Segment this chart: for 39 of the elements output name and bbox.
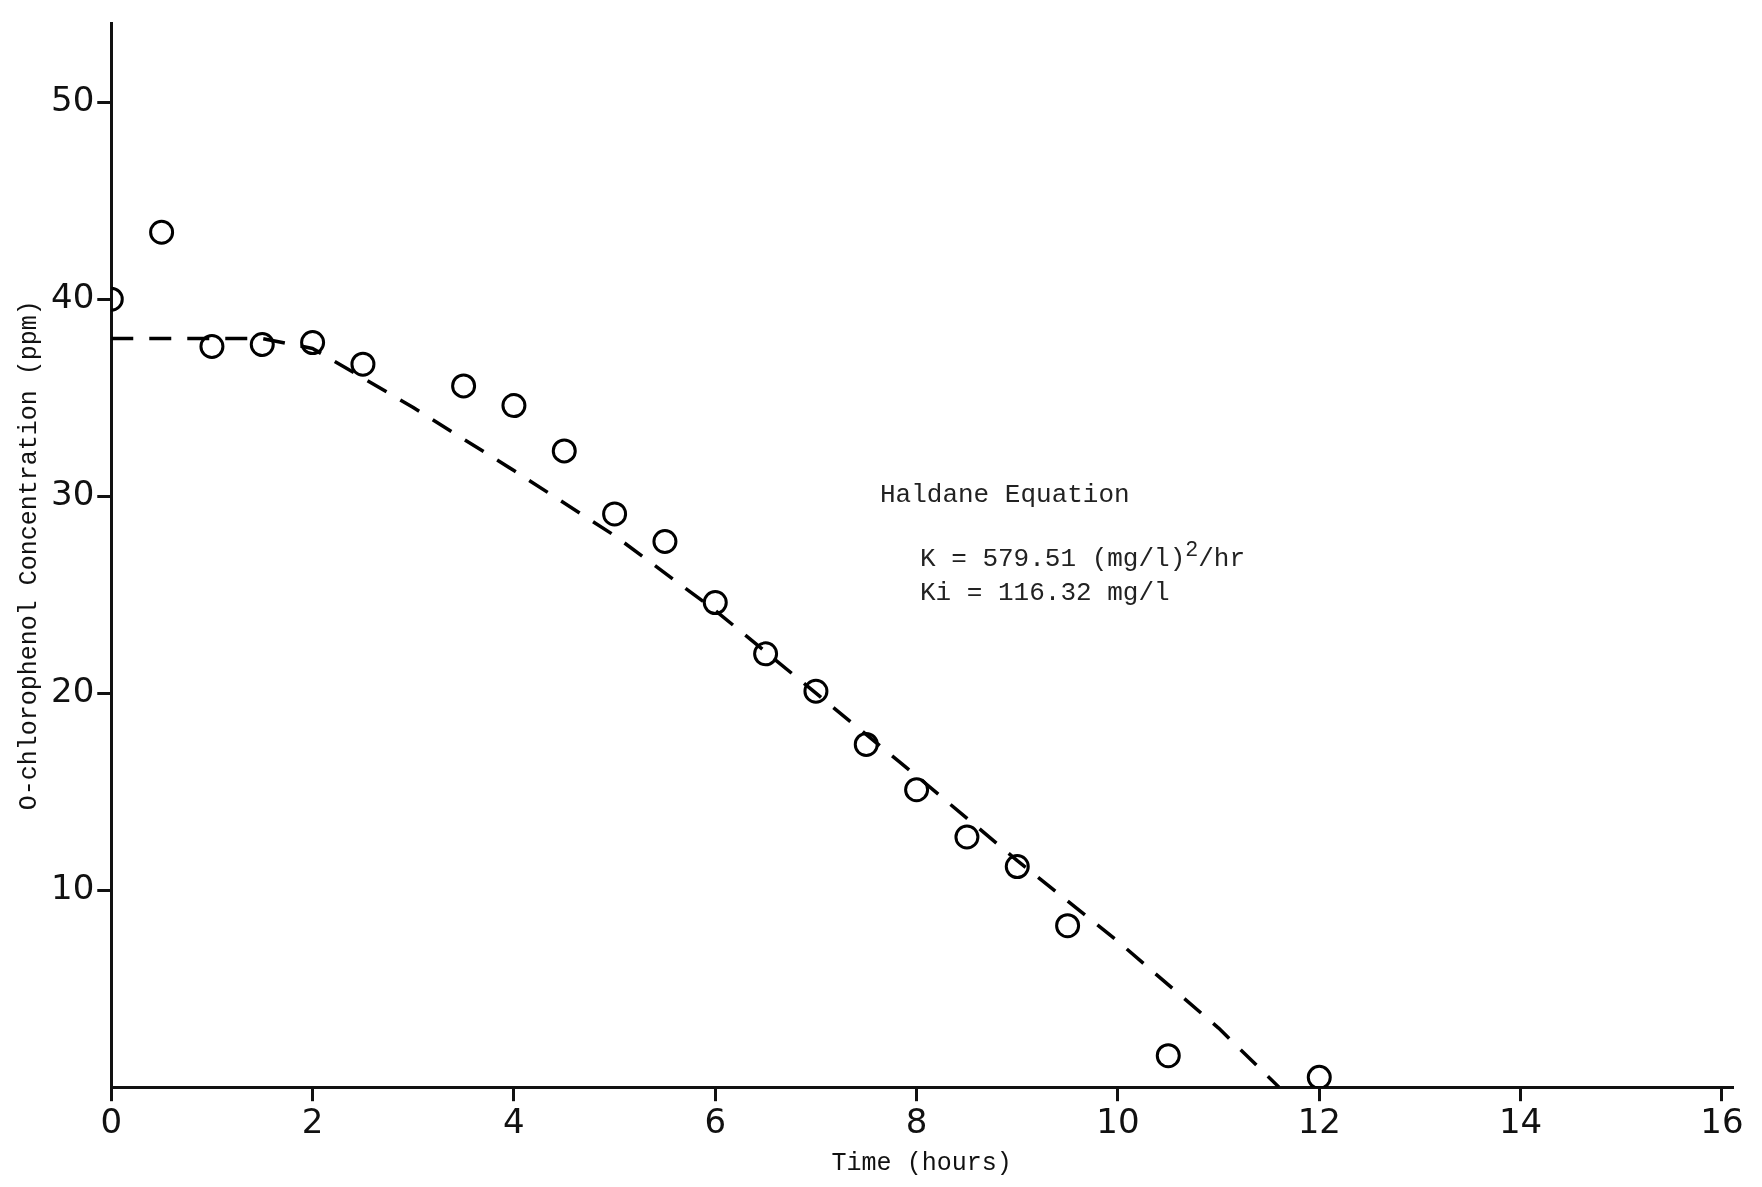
point <box>451 373 477 399</box>
x-tick-label: 4 <box>503 1101 525 1142</box>
x-tick-label: 10 <box>1096 1101 1140 1142</box>
point <box>954 824 980 850</box>
y-tick-label: 50 <box>51 79 95 120</box>
point <box>501 393 527 419</box>
point <box>199 333 225 359</box>
point <box>1155 1043 1181 1069</box>
y-tick-label: 20 <box>51 670 95 711</box>
point <box>702 590 728 616</box>
y-tick-label: 30 <box>51 473 95 514</box>
point <box>753 641 779 667</box>
point <box>652 529 678 555</box>
point <box>853 731 879 757</box>
x-tick-label: 14 <box>1498 1101 1543 1142</box>
point <box>149 219 175 245</box>
x-axis-title: Time (hours) <box>831 1148 1012 1178</box>
y-axis-title: O-chlorophenol Concentration (ppm) <box>14 300 44 811</box>
x-tick-label: 16 <box>1700 1101 1744 1142</box>
y-tick-label: 40 <box>51 276 95 317</box>
y-tick-label: 10 <box>51 867 95 908</box>
x-tick-label: 12 <box>1297 1101 1341 1142</box>
x-tick-label: 0 <box>100 1101 123 1142</box>
x-tick-label: 2 <box>301 1101 324 1142</box>
point <box>1004 854 1030 880</box>
annotation: Ki = 116.32 mg/l <box>919 576 1171 610</box>
annotation: K = 579.51 (mg/l)$^{2}$/hr <box>919 537 1246 576</box>
annotation: Haldane Equation <box>880 479 1131 512</box>
point <box>904 777 930 803</box>
point <box>300 330 326 356</box>
point <box>551 438 577 464</box>
point <box>1055 913 1081 939</box>
point <box>350 351 376 377</box>
point <box>249 332 275 358</box>
point <box>1306 1064 1332 1088</box>
x-tick-label: 6 <box>704 1101 727 1142</box>
x-tick-label: 8 <box>905 1101 928 1142</box>
point <box>803 678 829 704</box>
point <box>602 501 628 527</box>
